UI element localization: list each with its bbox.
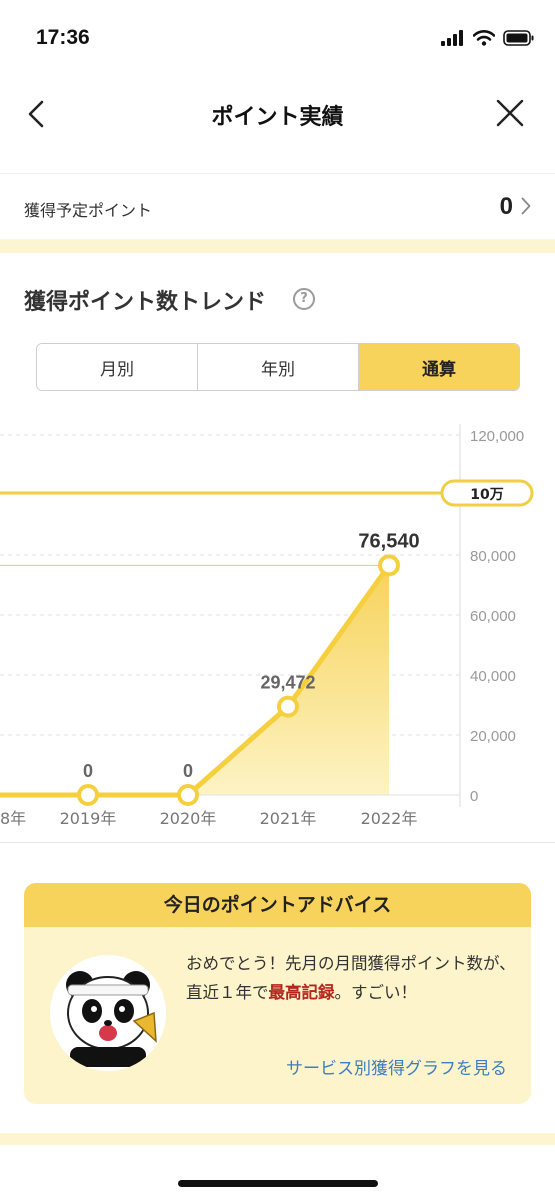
scheduled-points-value: 0 bbox=[499, 193, 513, 220]
section-divider bbox=[0, 239, 555, 253]
y-tick-label: 20,000 bbox=[470, 728, 516, 745]
advice-card: 今日のポイントアドバイス おめでとう！先月の月間獲得ポイント数が、直近１年で最高… bbox=[24, 883, 531, 1104]
home-indicator bbox=[178, 1180, 378, 1187]
nav-bar: ポイント実績 bbox=[0, 80, 555, 174]
page-title: ポイント実績 bbox=[211, 105, 344, 130]
series-area bbox=[0, 565, 389, 795]
back-chevron-icon[interactable] bbox=[20, 96, 56, 132]
data-label: 29,472 bbox=[260, 673, 315, 693]
chevron-right-icon bbox=[521, 197, 531, 215]
data-point bbox=[277, 695, 299, 718]
data-label: 0 bbox=[183, 761, 193, 781]
x-tick-label: 2022年 bbox=[361, 809, 418, 828]
x-tick-label: 2021年 bbox=[260, 809, 317, 828]
tab-monthly[interactable]: 月別 bbox=[37, 344, 197, 390]
close-icon[interactable] bbox=[495, 98, 525, 128]
data-label: 0 bbox=[83, 761, 93, 781]
scheduled-points-row[interactable]: 獲得予定ポイント 0 bbox=[0, 175, 555, 239]
status-time: 17:36 bbox=[36, 26, 90, 49]
y-tick-label: 60,000 bbox=[470, 608, 516, 625]
reference-label: 10万 bbox=[470, 487, 503, 503]
panda-mascot-icon bbox=[50, 955, 166, 1071]
data-point bbox=[177, 784, 199, 806]
x-tick-label: 8年 bbox=[0, 809, 26, 828]
help-icon[interactable]: ? bbox=[293, 288, 315, 310]
advice-text-pre: おめでとう！先月の月間獲得ポイント数が、直近１年で bbox=[186, 954, 516, 1002]
bottom-divider bbox=[0, 1133, 555, 1145]
reference-badge bbox=[440, 479, 534, 507]
trend-title: 獲得ポイント数トレンド bbox=[24, 290, 267, 315]
x-tick-label: 2019年 bbox=[60, 809, 117, 828]
battery-icon bbox=[503, 30, 534, 46]
y-tick-label: 120,000 bbox=[470, 428, 524, 445]
status-icons bbox=[441, 30, 535, 46]
advice-title: 今日のポイントアドバイス bbox=[24, 883, 531, 927]
x-tick-label: 2020年 bbox=[160, 809, 217, 828]
y-tick-label: 80,000 bbox=[470, 548, 516, 565]
data-label: 76,540 bbox=[358, 530, 419, 552]
advice-highlight: 最高記録 bbox=[268, 983, 335, 1002]
tab-cumulative[interactable]: 通算 bbox=[358, 344, 519, 390]
tab-yearly[interactable]: 年別 bbox=[197, 344, 358, 390]
y-tick-label: 40,000 bbox=[470, 668, 516, 685]
advice-text-post: 。すごい！ bbox=[334, 983, 418, 1002]
scheduled-points-label: 獲得予定ポイント bbox=[24, 201, 153, 220]
period-segmented-control: 月別 年別 通算 bbox=[36, 343, 520, 391]
y-tick-label: 0 bbox=[470, 788, 478, 805]
points-trend-chart: 120,000 80,000 60,000 40,000 20,000 0 10万 0 0 29,… bbox=[0, 424, 534, 828]
service-graph-link[interactable]: サービス別獲得グラフを見る bbox=[286, 1059, 507, 1079]
data-point bbox=[378, 554, 400, 577]
wifi-icon bbox=[473, 30, 495, 46]
data-point bbox=[77, 784, 99, 806]
status-bar: 17:36 bbox=[0, 0, 555, 80]
signal-icon bbox=[441, 30, 463, 46]
chart-divider bbox=[0, 842, 555, 843]
advice-message: おめでとう！先月の月間獲得ポイント数が、直近１年で最高記録。すごい！ bbox=[186, 949, 516, 1007]
